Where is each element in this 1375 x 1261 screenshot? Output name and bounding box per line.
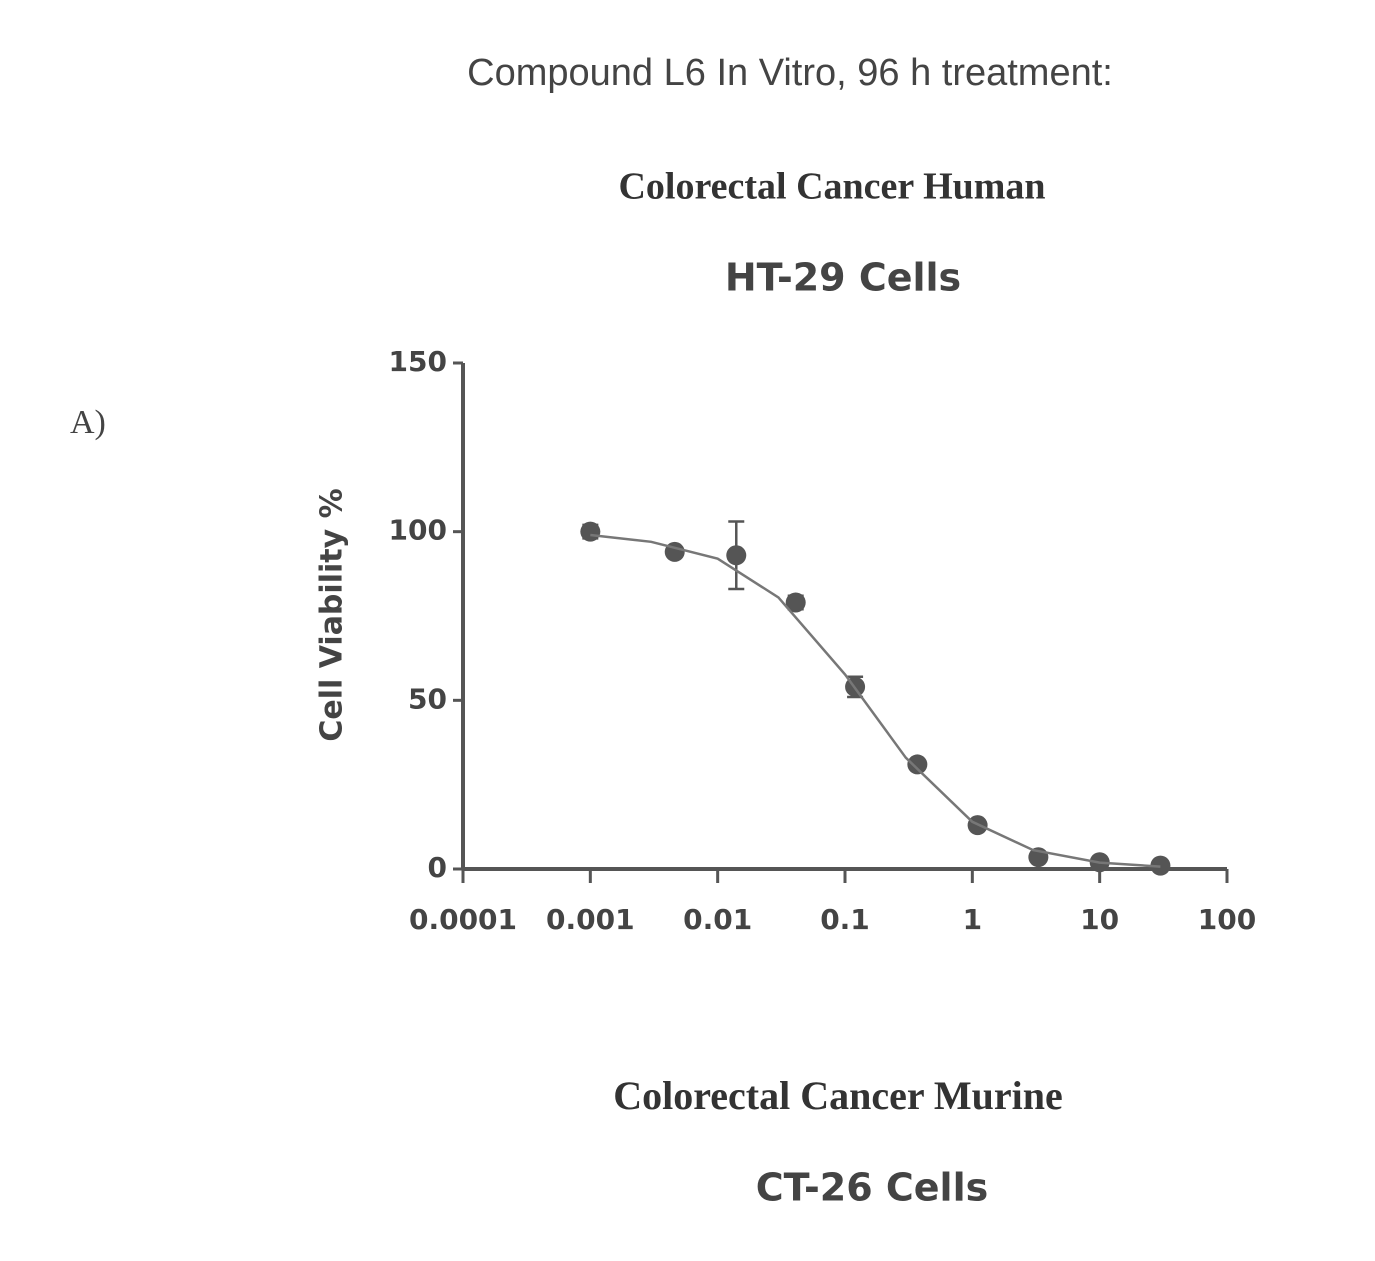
y-tick-label: 0 [428,851,447,884]
chart-subtitle: HT-29 Cells [725,256,961,300]
data-point [785,592,806,613]
x-tick-label: 0.0001 [409,903,517,936]
next-subtitle: CT-26 Cells [756,1166,988,1210]
y-tick-label: 100 [389,514,447,547]
next-title: Colorectal Cancer Murine [613,1073,1063,1118]
data-point [726,545,747,566]
x-tick-label: 0.001 [546,903,635,936]
x-tick-label: 0.01 [683,903,752,936]
y-axis-label: Cell Viability % [315,488,350,741]
y-tick-label: 150 [389,345,447,378]
panel-label: A) [70,404,106,441]
chart-title: Colorectal Cancer Human [618,166,1045,208]
x-tick-label: 0.1 [820,903,870,936]
x-tick-label: 10 [1080,903,1119,936]
x-tick-label: 100 [1198,903,1256,936]
data-point [580,521,601,542]
fit-curve [590,533,1161,868]
y-tick-label: 50 [408,682,447,715]
x-tick-label: 1 [963,903,982,936]
heading: Compound L6 In Vitro, 96 h treatment: [467,52,1113,94]
data-point [907,754,928,775]
